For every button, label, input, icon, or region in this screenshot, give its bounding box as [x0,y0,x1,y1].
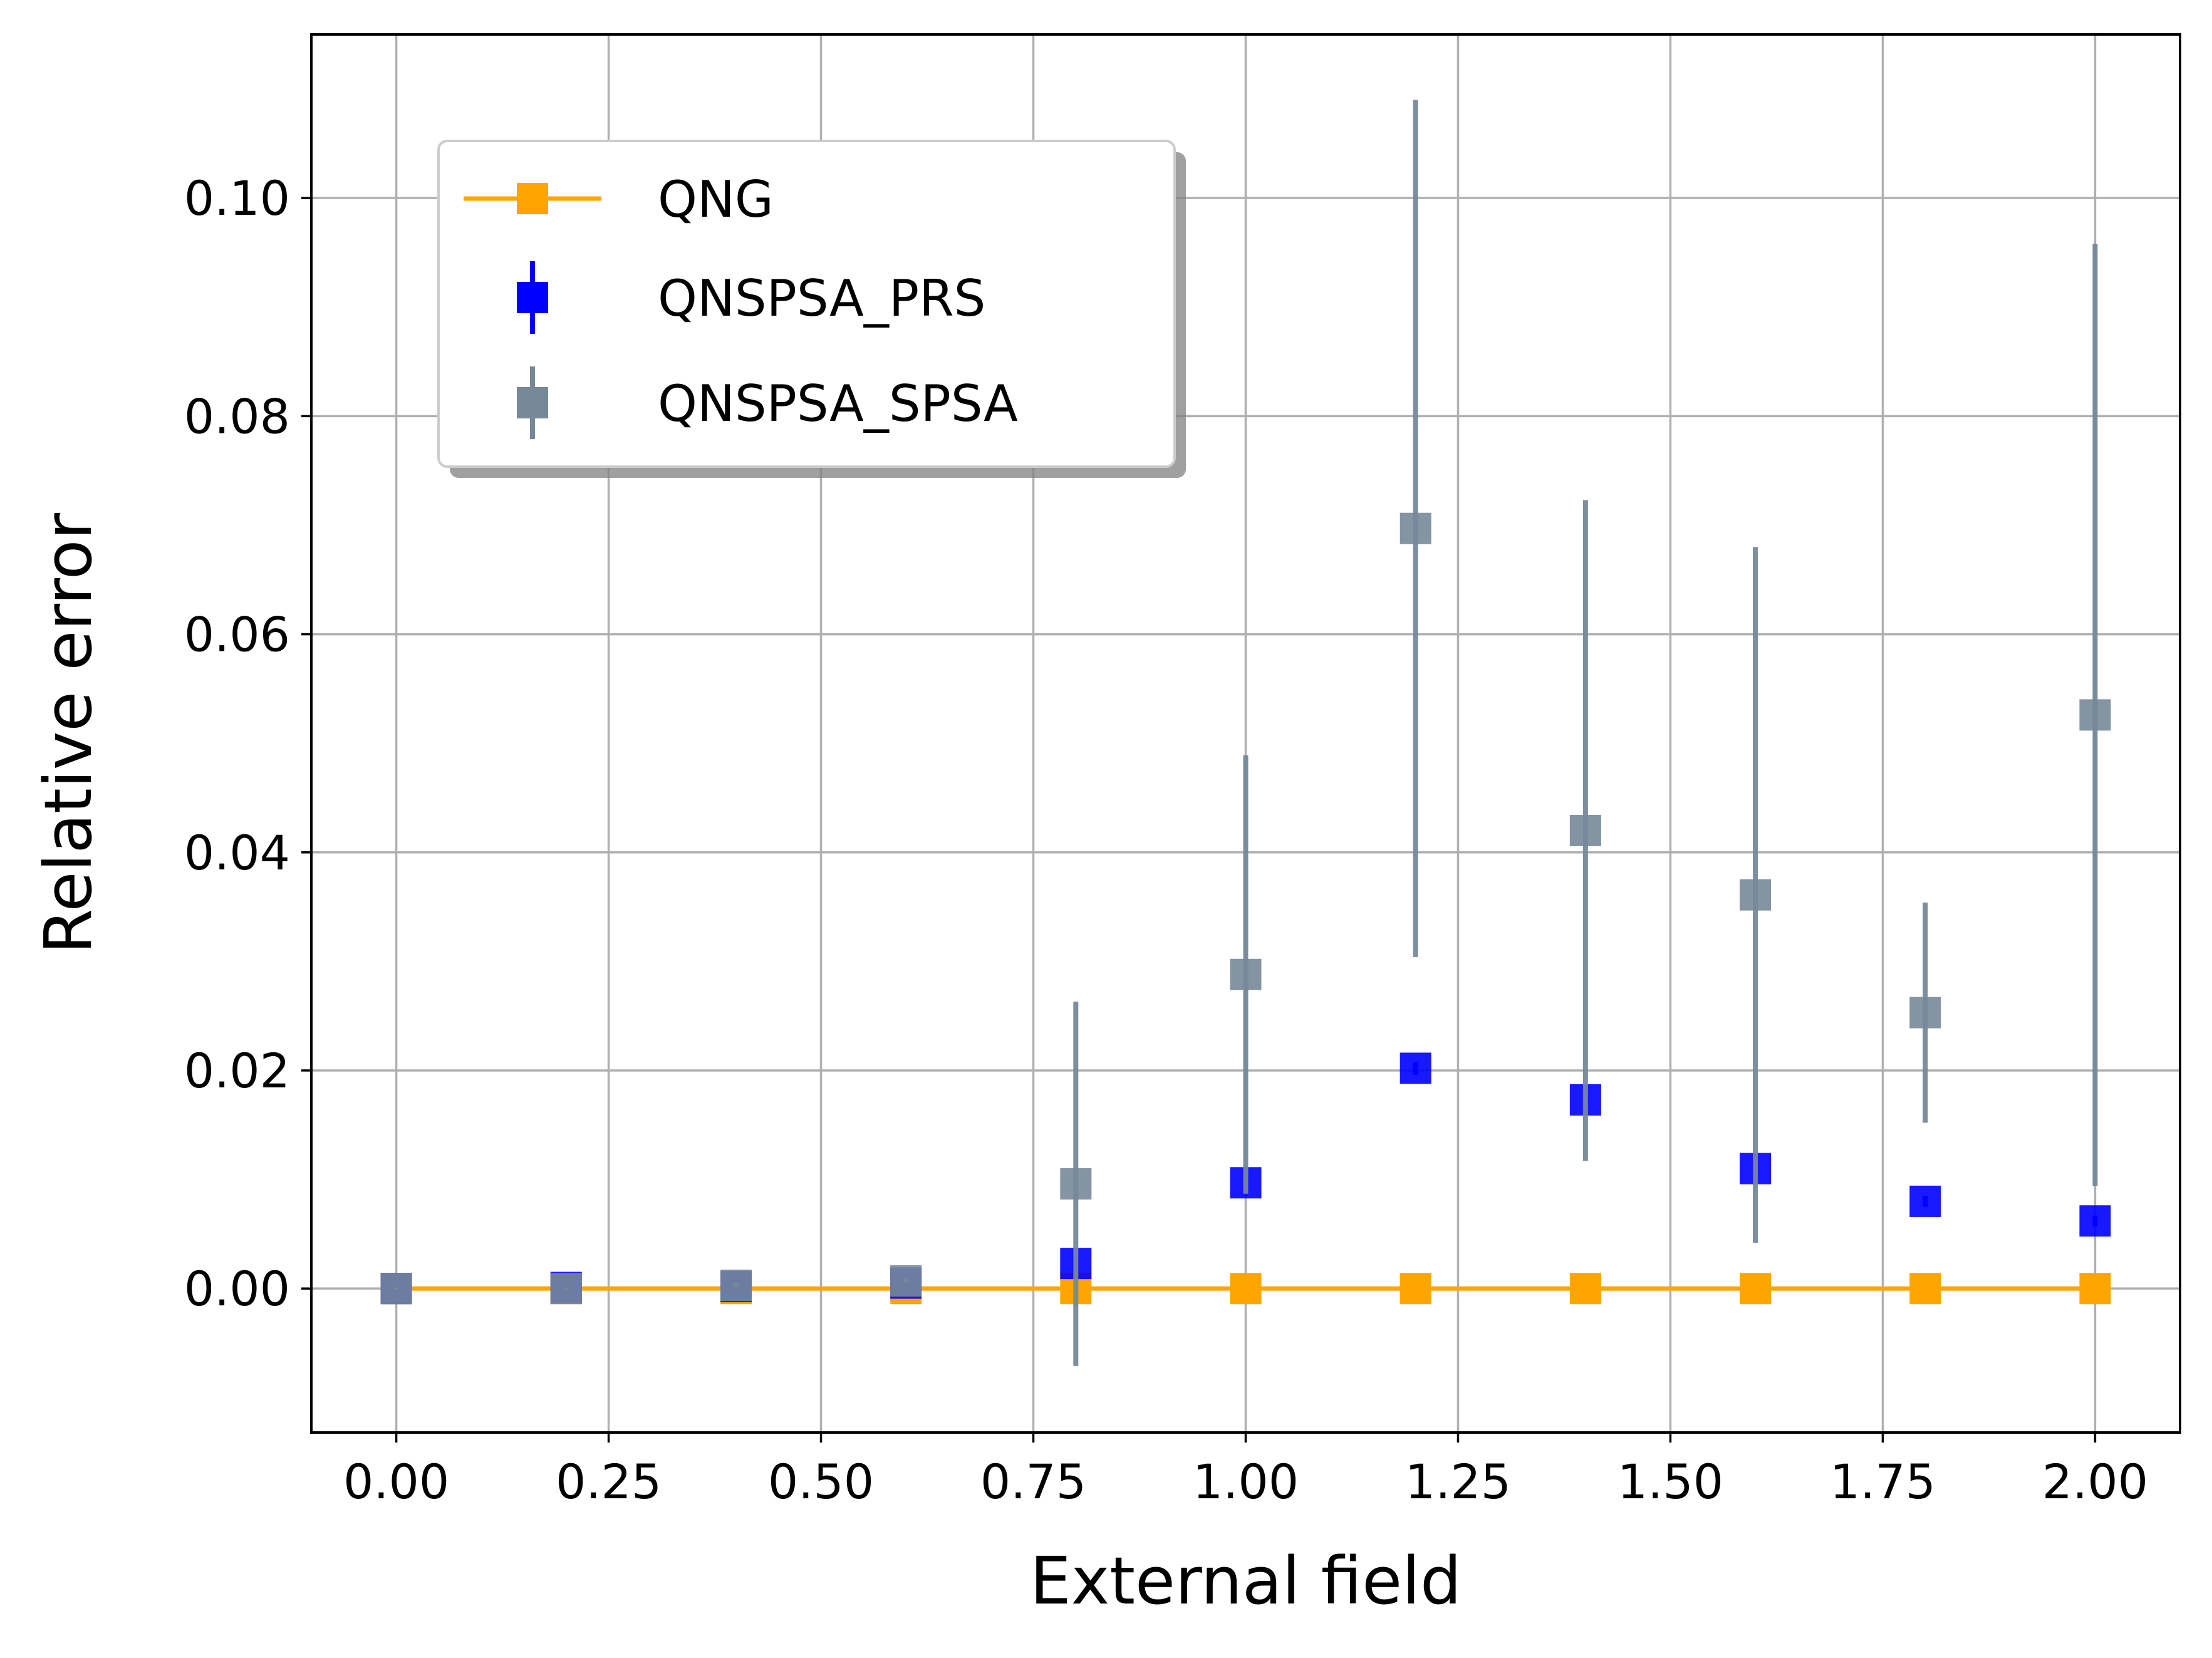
x-tick-label: 2.00 [2042,1454,2148,1510]
data-point [1909,1273,1941,1305]
legend-label: QNSPSA_SPSA [658,375,1018,433]
data-point [1399,512,1431,544]
y-tick-label: 0.00 [184,1261,290,1317]
x-tick-label: 0.25 [556,1454,662,1510]
x-tick-label: 0.50 [768,1454,874,1510]
data-point [1399,1273,1431,1305]
legend: QNG QNSPSA_PRS QNSPSA_SPSA [437,140,1186,478]
legend-marker [517,282,548,313]
data-point [1569,1273,1601,1305]
legend-label: QNSPSA_PRS [658,269,985,328]
x-tick-label: 0.00 [343,1454,449,1510]
legend-marker [517,183,548,214]
data-point [550,1273,582,1305]
x-axis-label: External field [1030,1543,1462,1619]
data-point [2079,699,2111,731]
series-qnspsa-spsa [380,100,2111,1366]
data-point [1230,958,1262,990]
legend-label: QNG [658,170,774,229]
x-tick-label: 1.75 [1830,1454,1936,1510]
y-tick-label: 0.10 [184,170,290,226]
data-point [890,1265,922,1297]
legend-marker [517,387,548,418]
y-axis-label: Relative error [30,513,106,954]
x-tick-label: 0.75 [980,1454,1086,1510]
data-point [1399,1052,1431,1084]
data-point [2079,1205,2111,1237]
legend-frame [437,140,1176,468]
data-point [1909,1185,1941,1217]
x-tick-label: 1.50 [1617,1454,1723,1510]
axis-ticks: 0.00 0.25 0.50 0.75 1.00 1.25 1.50 1.75 2.00 0.00… [184,170,2148,1510]
y-tick-label: 0.06 [184,607,290,663]
data-series [380,100,2111,1366]
x-tick-label: 1.00 [1193,1454,1299,1510]
data-point [2079,1273,2111,1305]
y-tick-label: 0.04 [184,825,290,881]
data-point [1569,814,1601,846]
data-point [380,1273,412,1305]
data-point [720,1269,752,1301]
x-tick-label: 1.25 [1405,1454,1511,1510]
data-point [1740,879,1772,911]
y-tick-label: 0.02 [184,1043,290,1099]
legend-item-qnspsa-prs: QNSPSA_PRS [517,261,985,334]
legend-item-qnspsa-spsa: QNSPSA_SPSA [517,366,1018,439]
legend-item-qng: QNG [464,170,774,229]
data-point [1740,1273,1772,1305]
y-tick-label: 0.08 [184,388,290,444]
data-point [1230,1273,1262,1305]
data-point [1060,1168,1092,1200]
data-point [1909,997,1941,1028]
